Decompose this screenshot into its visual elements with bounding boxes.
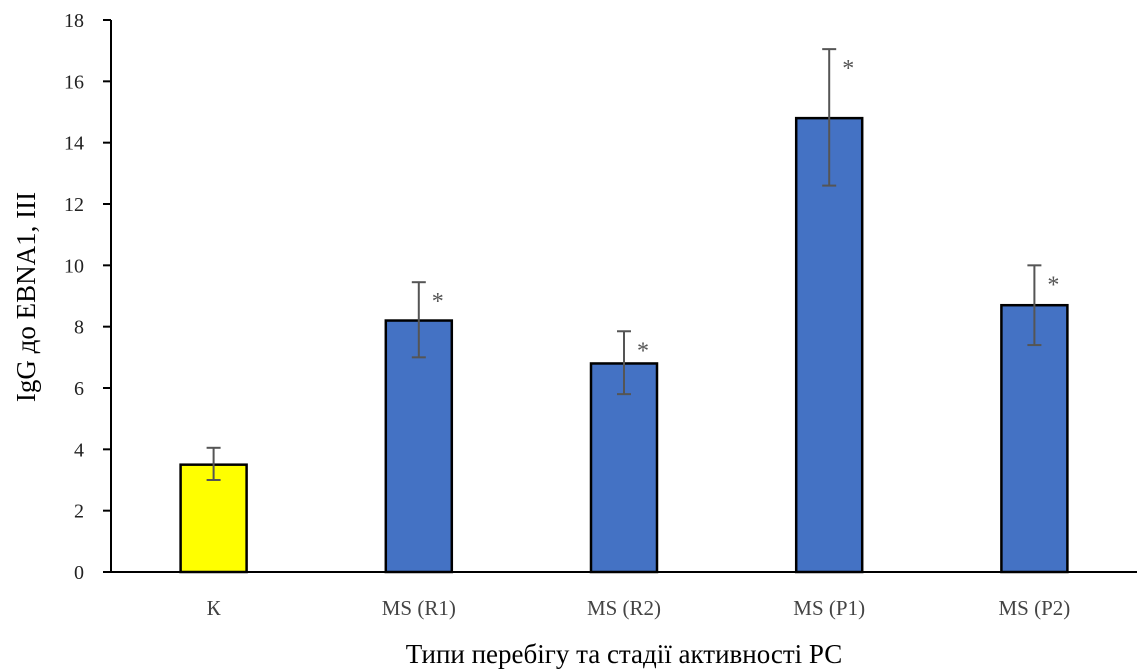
y-tick-label: 12 <box>64 194 84 216</box>
x-category-label: MS (P2) <box>999 596 1071 620</box>
significance-star: * <box>432 289 444 315</box>
bar <box>1000 303 1069 574</box>
x-axis-title: Типи перебігу та стадії активності РС <box>406 639 843 669</box>
y-axis-title: IgG до EBNA1, ІІІ <box>11 192 41 402</box>
y-tick-label: 4 <box>74 439 84 461</box>
y-tick-label: 6 <box>74 378 84 400</box>
x-category-label: MS (R2) <box>587 596 661 620</box>
error-bars <box>206 48 1042 481</box>
y-tick-label: 0 <box>74 562 84 584</box>
y-tick-label: 2 <box>74 501 84 523</box>
y-tick-label: 16 <box>64 71 84 93</box>
x-category-label: MS (P1) <box>793 596 865 620</box>
bar <box>794 116 864 574</box>
y-tick-label: 14 <box>64 133 84 155</box>
significance-star: * <box>1047 272 1059 298</box>
significance-markers: * * * * <box>432 56 1060 364</box>
y-axis-ticks: 0 2 4 6 8 10 12 14 16 18 <box>64 10 111 584</box>
y-tick-label: 10 <box>64 255 84 277</box>
significance-star: * <box>842 56 854 82</box>
significance-star: * <box>637 338 649 364</box>
x-axis-categories: К MS (R1) MS (R2) MS (P1) MS (P2) <box>207 596 1071 620</box>
x-category-label: К <box>207 596 222 620</box>
y-tick-label: 18 <box>64 10 84 32</box>
y-tick-label: 8 <box>74 317 84 339</box>
x-category-label: MS (R1) <box>382 596 456 620</box>
